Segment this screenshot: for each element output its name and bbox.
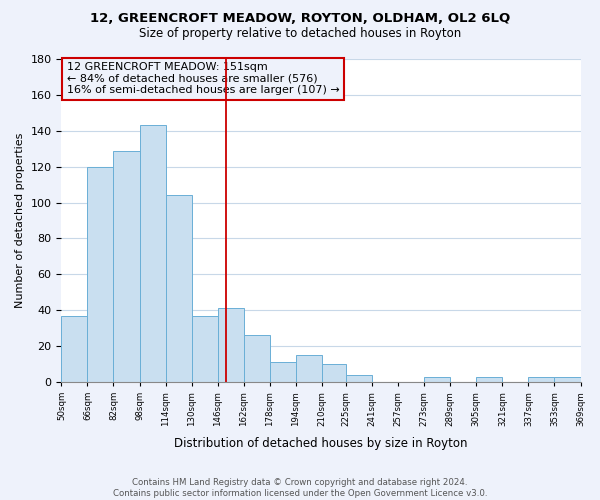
Bar bbox=[61, 316, 88, 382]
Bar bbox=[424, 376, 451, 382]
Text: 12 GREENCROFT MEADOW: 151sqm
← 84% of detached houses are smaller (576)
16% of s: 12 GREENCROFT MEADOW: 151sqm ← 84% of de… bbox=[67, 62, 340, 96]
Text: 12, GREENCROFT MEADOW, ROYTON, OLDHAM, OL2 6LQ: 12, GREENCROFT MEADOW, ROYTON, OLDHAM, O… bbox=[90, 12, 510, 26]
Bar bbox=[166, 196, 191, 382]
Bar bbox=[269, 362, 296, 382]
Text: Size of property relative to detached houses in Royton: Size of property relative to detached ho… bbox=[139, 28, 461, 40]
Y-axis label: Number of detached properties: Number of detached properties bbox=[15, 133, 25, 308]
X-axis label: Distribution of detached houses by size in Royton: Distribution of detached houses by size … bbox=[174, 437, 468, 450]
Bar bbox=[322, 364, 346, 382]
Bar bbox=[554, 376, 581, 382]
Bar bbox=[244, 336, 269, 382]
Bar bbox=[346, 375, 372, 382]
Bar bbox=[218, 308, 244, 382]
Bar bbox=[140, 126, 166, 382]
Bar bbox=[529, 376, 554, 382]
Bar bbox=[88, 166, 113, 382]
Bar bbox=[191, 316, 218, 382]
Bar bbox=[113, 150, 140, 382]
Bar bbox=[296, 355, 322, 382]
Bar bbox=[476, 376, 502, 382]
Text: Contains HM Land Registry data © Crown copyright and database right 2024.
Contai: Contains HM Land Registry data © Crown c… bbox=[113, 478, 487, 498]
